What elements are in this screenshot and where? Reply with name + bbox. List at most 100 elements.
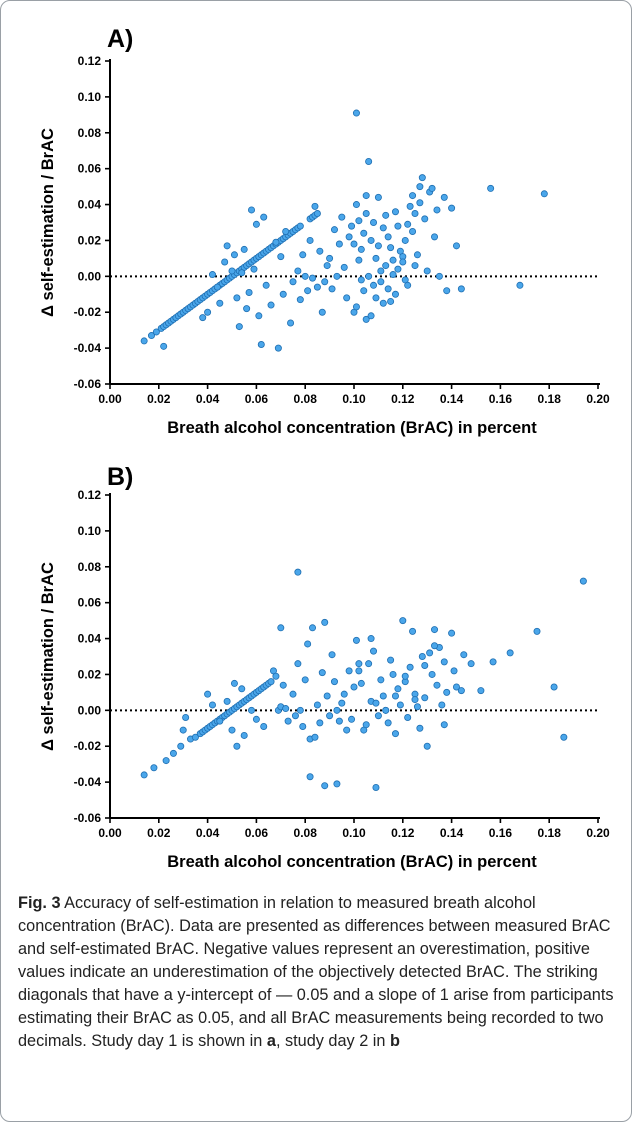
- chart-b-data-point: [467, 660, 475, 668]
- chart-a-data-point: [418, 174, 426, 182]
- chart-a-data-point: [367, 312, 375, 320]
- chart-a-data-point: [272, 238, 280, 246]
- chart-b-data-point: [277, 624, 285, 632]
- chart-b-data-point: [357, 679, 365, 687]
- chart-a-data-point: [235, 323, 243, 331]
- chart-a-data-point: [413, 251, 421, 259]
- chart-b-data-point: [443, 688, 451, 696]
- chart-b-data-point: [252, 715, 260, 723]
- chart-b-data-point: [477, 687, 485, 695]
- chart-a-data-point: [216, 299, 224, 307]
- chart-a-y-axis-label: Δ self-estimation / BrAC: [39, 128, 57, 317]
- chart-a-x-tick-label: 0.10: [342, 392, 366, 406]
- figure-label: Fig. 3: [18, 894, 61, 912]
- chart-b-data-point: [413, 703, 421, 711]
- chart-a-data-point: [352, 109, 360, 117]
- chart-b-data-point: [182, 714, 190, 722]
- chart-b-data-point: [240, 731, 248, 739]
- chart-b-data-point: [248, 706, 256, 714]
- chart-a-x-tick-label: 0.06: [245, 392, 269, 406]
- chart-b-data-point: [316, 719, 324, 727]
- chart-a-data-point: [362, 315, 370, 323]
- chart-a-data-point: [423, 267, 431, 275]
- chart-a-data-point: [333, 272, 341, 280]
- chart-a-data-point: [252, 220, 260, 228]
- chart-b-data-point: [177, 742, 185, 750]
- chart-a-data-point: [391, 290, 399, 298]
- chart-a-data-point: [330, 226, 338, 234]
- chart-b-data-point: [323, 692, 331, 700]
- chart-b-x-tick-label: 0.00: [98, 826, 122, 840]
- chart-a-data-point: [394, 265, 402, 273]
- chart-a-data-point: [321, 278, 329, 286]
- chart-b-data-point: [438, 701, 446, 709]
- chart-a-data-point: [357, 245, 365, 253]
- chart-a-data-point: [233, 294, 241, 302]
- chart-a-data-point: [391, 208, 399, 216]
- chart-b-data-point: [372, 699, 380, 707]
- chart-a-data-point: [516, 281, 524, 289]
- chart-b-data-point: [391, 730, 399, 738]
- chart-b-data-point: [362, 721, 370, 729]
- chart-b-y-axis-label: Δ self-estimation / BrAC: [39, 562, 57, 751]
- chart-a-data-point: [240, 245, 248, 253]
- chart-a-data-point: [360, 229, 368, 237]
- chart-b-data-point: [421, 661, 429, 669]
- chart-a-data-point: [313, 210, 321, 218]
- chart-b-data-point: [579, 577, 587, 585]
- caption-ref-a: a: [266, 1032, 276, 1050]
- chart-a-data-point: [406, 202, 414, 210]
- chart-a-data-point: [448, 204, 456, 212]
- chart-b-data-point: [313, 701, 321, 709]
- chart-b-data-point: [404, 714, 412, 722]
- chart-b-data-point: [355, 660, 363, 668]
- chart-b-y-tick-label: 0.04: [78, 632, 102, 646]
- chart-a-data-point: [221, 258, 229, 266]
- caption-text-2: , study day 2 in: [275, 1032, 390, 1050]
- chart-b-data-point: [440, 721, 448, 729]
- chart-b-y-tick-label: -0.06: [74, 811, 102, 825]
- chart-a-data-point: [140, 337, 148, 345]
- chart-a-data-point: [223, 242, 231, 250]
- chart-b-data-point: [428, 670, 436, 678]
- chart-a-y-tick-label: 0.06: [78, 162, 102, 176]
- chart-b-data-point: [294, 568, 302, 576]
- chart-a-x-tick-label: 0.12: [391, 392, 415, 406]
- chart-b-data-point: [409, 627, 417, 635]
- chart-b-data-point: [340, 690, 348, 698]
- chart-b-x-tick-label: 0.16: [489, 826, 513, 840]
- chart-a-data-point: [421, 215, 429, 223]
- chart-b-data-point: [282, 705, 290, 713]
- chart-a-data-point: [372, 254, 380, 262]
- figure-caption: Fig. 3 Accuracy of self-estimation in re…: [18, 892, 618, 1053]
- chart-b-data-point: [179, 726, 187, 734]
- chart-a-data-point: [350, 240, 358, 248]
- chart-b-data-point: [150, 764, 158, 772]
- chart-a-y-tick-label: 0.02: [78, 233, 102, 247]
- chart-a-data-point: [387, 244, 395, 252]
- chart-a-data-point: [311, 202, 319, 210]
- chart-a-data-point: [387, 297, 395, 305]
- chart-a-data-point: [340, 263, 348, 271]
- chart-b-y-tick-label: 0.02: [78, 667, 102, 681]
- chart-b-panel-label: B): [107, 463, 133, 491]
- chart-b-x-tick-label: 0.02: [147, 826, 171, 840]
- chart-b-data-point: [367, 635, 375, 643]
- chart-b-y-tick-label: -0.02: [74, 739, 102, 753]
- chart-a-data-point: [409, 192, 417, 200]
- chart-a-data-point: [365, 157, 373, 165]
- chart-a-data-point: [362, 192, 370, 200]
- chart-b-data-point: [343, 726, 351, 734]
- chart-a-data-point: [428, 184, 436, 192]
- chart-b-y-tick-label: 0.08: [78, 560, 102, 574]
- chart-a-data-point: [306, 236, 314, 244]
- chart-b-data-point: [450, 667, 458, 675]
- chart-b-svg: B) -0.06 -0.04 -0.02 0.00 0.02 0.04 0.06 0.08 0.1…: [39, 463, 610, 871]
- chart-b-data-point: [140, 771, 148, 779]
- chart-b-data-point: [321, 618, 329, 626]
- chart-b-data-point: [448, 629, 456, 637]
- chart-b-x-tick-label: 0.06: [245, 826, 269, 840]
- caption-ref-b: b: [389, 1032, 400, 1050]
- chart-b-data-point: [421, 694, 429, 702]
- chart-b-data-point: [162, 757, 170, 765]
